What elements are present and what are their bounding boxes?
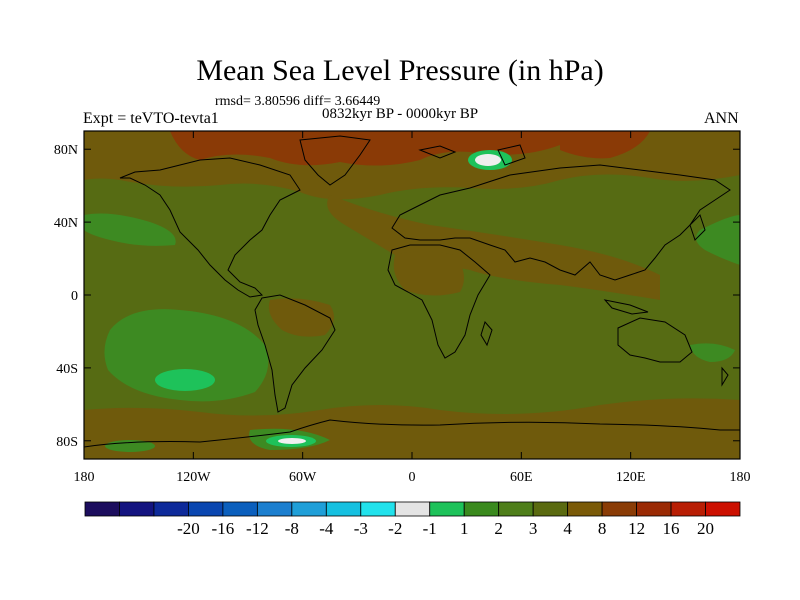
coast-australia [617, 317, 693, 363]
x-tick-label: 60W [289, 470, 317, 485]
x-tick-label: 180 [74, 470, 95, 485]
x-axis: 180 120W 60W 0 60E 120E 180 [74, 131, 751, 485]
colorbar-label: 8 [598, 519, 607, 538]
coast-antarctica [84, 419, 740, 448]
y-tick-label: 80N [54, 143, 78, 158]
colorbar-label: 12 [628, 519, 645, 538]
colorbar-swatch [153, 501, 189, 517]
x-tick-label: 180 [730, 470, 751, 485]
colorbar-label: 3 [529, 519, 538, 538]
field-ne-pacific [84, 213, 176, 246]
x-tick-label: 60E [510, 470, 533, 485]
colorbar-swatch [567, 501, 603, 517]
colorbar-label: 20 [697, 519, 714, 538]
colorbar: -20 -16 -12 -8 -4 -3 -2 -1 1 2 3 4 8 12 16 20 [84, 501, 741, 538]
coast-madagascar [480, 320, 493, 347]
colorbar-swatch [394, 501, 431, 517]
x-tick-label: 120E [616, 470, 646, 485]
colorbar-label: -4 [319, 519, 334, 538]
colorbar-swatch [670, 501, 706, 517]
colorbar-label: -1 [423, 519, 437, 538]
colorbar-label: -3 [354, 519, 368, 538]
coast-africa [387, 244, 491, 359]
y-tick-label: 80S [56, 435, 78, 450]
colorbar-swatch [325, 501, 362, 517]
coast-greenland [299, 135, 371, 186]
field-south-pacific-2-3 [104, 309, 269, 402]
colorbar-swatch [222, 501, 258, 517]
colorbar-label: 2 [494, 519, 503, 538]
coast-japan [689, 214, 706, 241]
colorbar-swatch [188, 501, 224, 517]
colorbar-label: -16 [212, 519, 235, 538]
pressure-field [84, 131, 740, 459]
colorbar-swatch [532, 501, 569, 517]
coast-svalbard [418, 145, 457, 159]
colorbar-swatch [84, 501, 120, 517]
field-barents-core [475, 154, 501, 166]
field-south-pacific-1-2 [155, 369, 215, 391]
colorbar-label: 4 [563, 519, 572, 538]
colorbar-label: -20 [177, 519, 200, 538]
chart-title: Mean Sea Level Pressure (in hPa) [196, 54, 604, 87]
season-text: ANN [704, 110, 739, 127]
field-indian-ocean [690, 343, 735, 362]
colorbar-swatch [256, 501, 293, 517]
coastlines [84, 135, 740, 448]
colorbar-label: 16 [663, 519, 680, 538]
coast-south-america [254, 294, 336, 413]
period-text: 0832kyr BP - 0000kyr BP [322, 106, 479, 122]
colorbar-swatch [636, 501, 672, 517]
colorbar-swatch [463, 501, 500, 517]
colorbar-swatch [360, 501, 396, 517]
coast-novaya-zemlya [497, 144, 526, 166]
colorbar-swatch [119, 501, 155, 517]
y-tick-label: 40S [56, 362, 78, 377]
field-siberia-high [560, 131, 650, 159]
y-axis: 80N 40N 0 40S 80S [54, 143, 740, 450]
colorbar-swatch [601, 501, 637, 517]
coast-indonesia [603, 299, 649, 315]
coast-north-america [119, 157, 301, 298]
experiment-text: Expt = teVTO-tevta1 [83, 110, 219, 127]
colorbar-label: 1 [460, 519, 469, 538]
x-tick-label: 120W [176, 470, 211, 485]
field-southern-ocean [84, 398, 740, 459]
colorbar-swatch [291, 501, 327, 517]
colorbar-swatch [498, 501, 534, 517]
field-sahara [393, 251, 464, 296]
colorbar-label: -8 [285, 519, 299, 538]
y-tick-label: 0 [71, 289, 78, 304]
field-antarctic-core [278, 438, 306, 444]
coast-new-zealand [721, 366, 729, 387]
coast-eurasia [391, 164, 731, 281]
x-tick-label: 0 [409, 470, 416, 485]
colorbar-swatch [705, 501, 741, 517]
field-nw-pacific [696, 215, 740, 265]
colorbar-label: -12 [246, 519, 269, 538]
colorbar-swatch [429, 501, 465, 517]
stats-text: rmsd= 3.80596 diff= 3.66449 [215, 94, 381, 109]
field-south-atlantic [268, 298, 334, 337]
colorbar-label: -2 [388, 519, 402, 538]
y-tick-label: 40N [54, 216, 78, 231]
